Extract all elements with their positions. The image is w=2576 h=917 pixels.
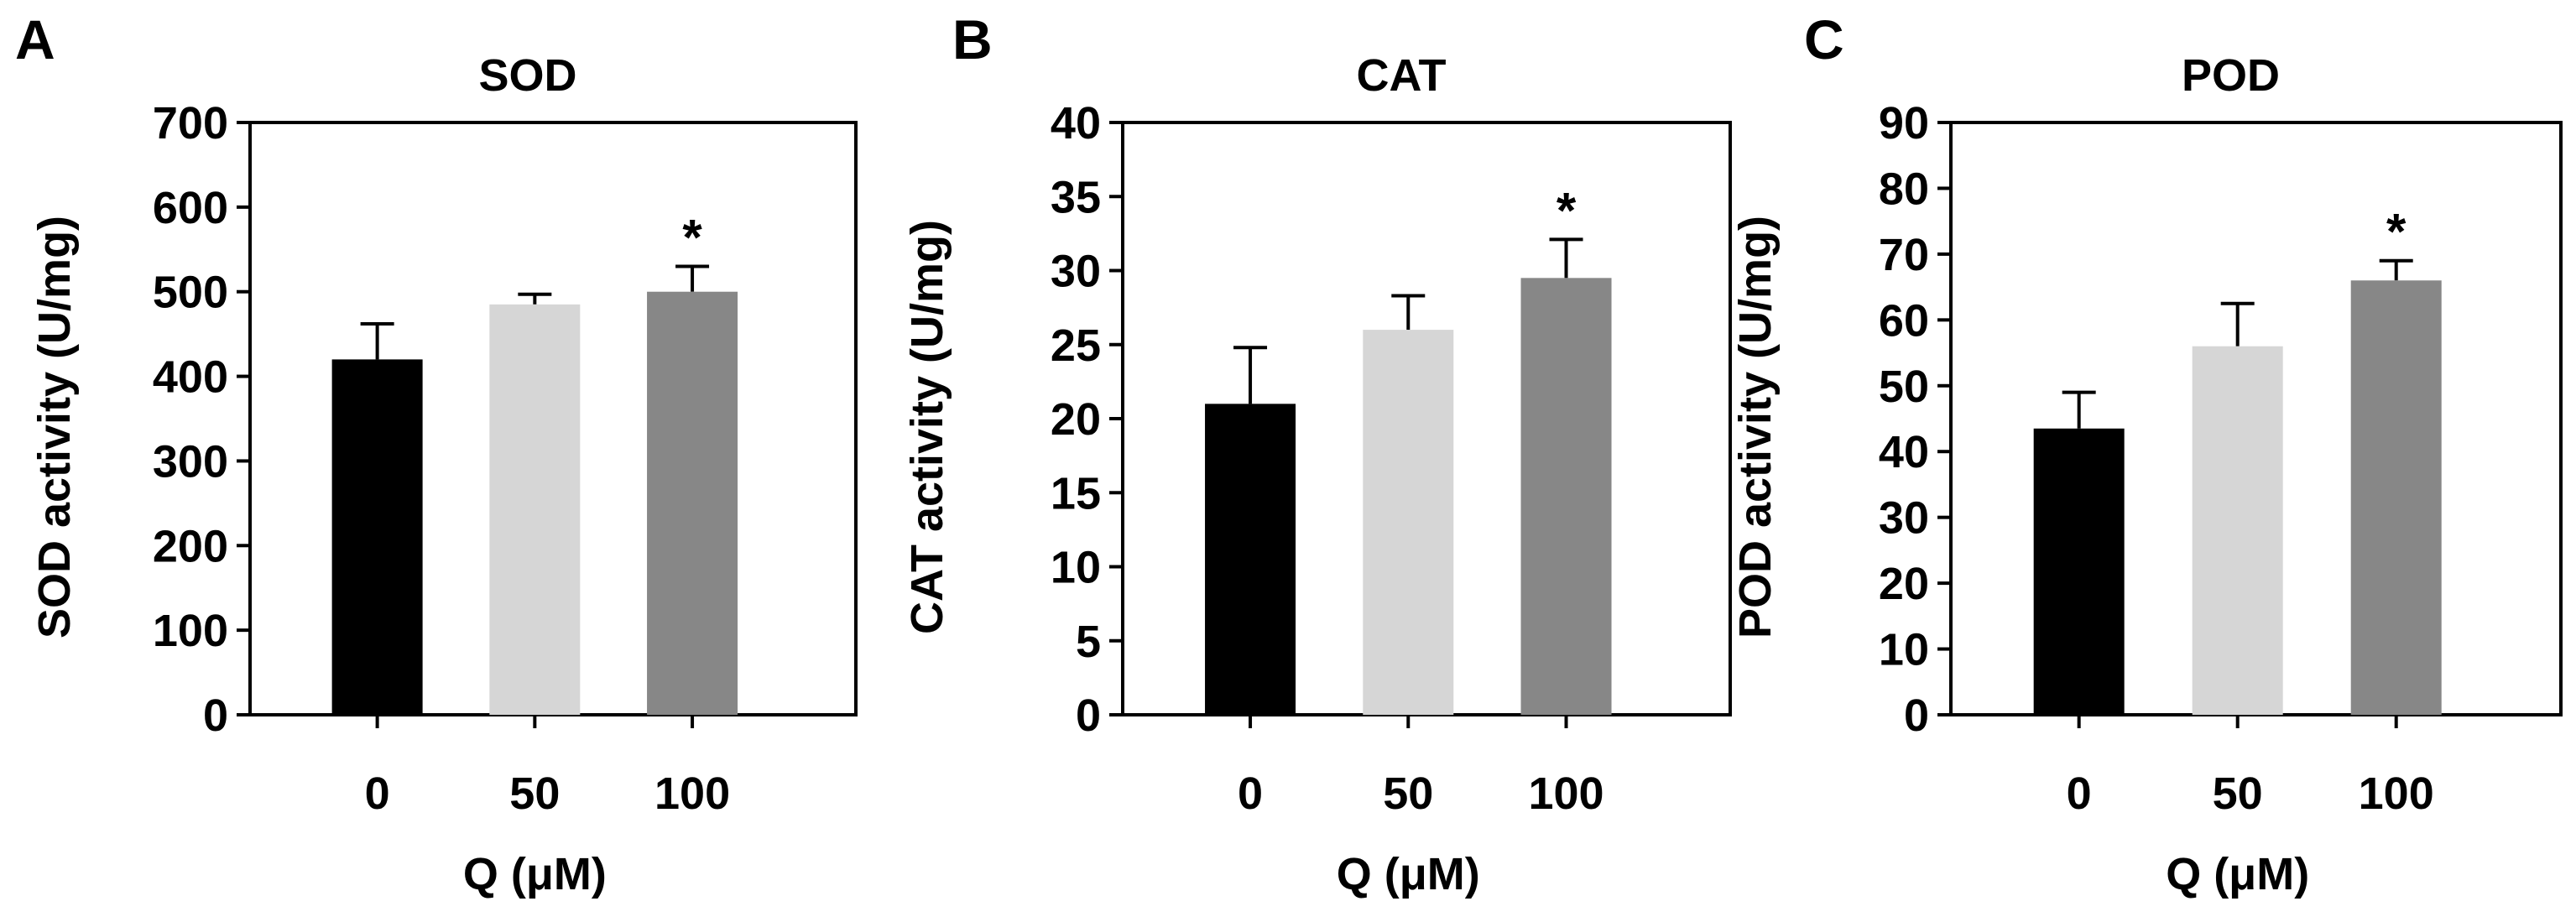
y-axis-title: SOD activity (U/mg): [29, 216, 80, 638]
y-axis-title: POD activity (U/mg): [1730, 216, 1781, 638]
y-tick-label: 300: [153, 436, 228, 487]
y-tick-label: 600: [153, 183, 228, 233]
panel-label: B: [952, 8, 993, 70]
x-tick-label: 0: [365, 769, 390, 819]
y-tick-label: 700: [153, 98, 228, 148]
significance-marker: *: [682, 209, 702, 265]
y-tick-label: 200: [153, 521, 228, 571]
x-tick-label: 0: [1238, 769, 1263, 819]
y-tick-label: 30: [1879, 493, 1929, 544]
x-tick-label: 50: [2213, 769, 2263, 819]
chart-title: POD: [2182, 50, 2280, 101]
x-axis-title: Q (μM): [1337, 849, 1480, 899]
bar-100: [647, 291, 738, 715]
bar-100: [1520, 278, 1612, 715]
y-tick-label: 35: [1051, 172, 1101, 222]
x-tick-label: 50: [509, 769, 560, 819]
x-tick-label: 50: [1383, 769, 1433, 819]
bar-50: [2192, 346, 2283, 715]
panel-label: C: [1804, 8, 1844, 70]
y-tick-label: 40: [1051, 98, 1101, 148]
x-tick-label: 100: [2359, 769, 2434, 819]
chart-title: SOD: [478, 50, 576, 101]
bar-100: [2350, 280, 2442, 715]
bar-0: [2033, 428, 2125, 715]
significance-marker: *: [1557, 182, 1577, 238]
bar-0: [1205, 404, 1296, 715]
y-tick-label: 25: [1051, 320, 1101, 371]
y-tick-label: 400: [153, 352, 228, 403]
y-tick-label: 15: [1051, 468, 1101, 518]
y-tick-label: 80: [1879, 164, 1929, 214]
y-tick-label: 10: [1879, 625, 1929, 675]
y-tick-label: 0: [1076, 690, 1101, 741]
y-tick-label: 70: [1879, 230, 1929, 280]
panel-label: A: [15, 8, 55, 70]
significance-marker: *: [2386, 204, 2407, 260]
y-axis-title: CAT activity (U/mg): [902, 220, 952, 634]
bar-0: [331, 359, 423, 715]
y-tick-label: 50: [1879, 362, 1929, 412]
y-tick-label: 60: [1879, 295, 1929, 346]
y-tick-label: 100: [153, 606, 228, 656]
y-tick-label: 20: [1051, 394, 1101, 445]
x-axis-title: Q (μM): [463, 849, 607, 899]
chart-panel-c: C POD 0 10 20 30 40 50 60 70 80 90 POD activity (U/m…: [1730, 8, 2563, 899]
y-tick-label: 10: [1051, 543, 1101, 593]
y-tick-label: 30: [1051, 247, 1101, 297]
x-tick-label: 0: [2067, 769, 2092, 819]
y-tick-label: 500: [153, 268, 228, 318]
y-tick-label: 40: [1879, 427, 1929, 477]
chart-panel-b: B CAT 0 5 10 15 20 25 30 35 40 CAT activity (U/mg) 0…: [902, 8, 1732, 899]
chart-title: CAT: [1357, 50, 1447, 101]
bar-50: [489, 304, 581, 715]
x-axis-title: Q (μM): [2166, 849, 2309, 899]
y-tick-label: 0: [1904, 690, 1929, 741]
y-tick-label: 0: [203, 690, 228, 741]
x-tick-label: 100: [654, 769, 730, 819]
y-tick-label: 20: [1879, 559, 1929, 609]
x-tick-label: 100: [1528, 769, 1603, 819]
y-tick-label: 90: [1879, 98, 1929, 148]
bar-50: [1363, 330, 1454, 715]
y-tick-label: 5: [1076, 617, 1101, 667]
